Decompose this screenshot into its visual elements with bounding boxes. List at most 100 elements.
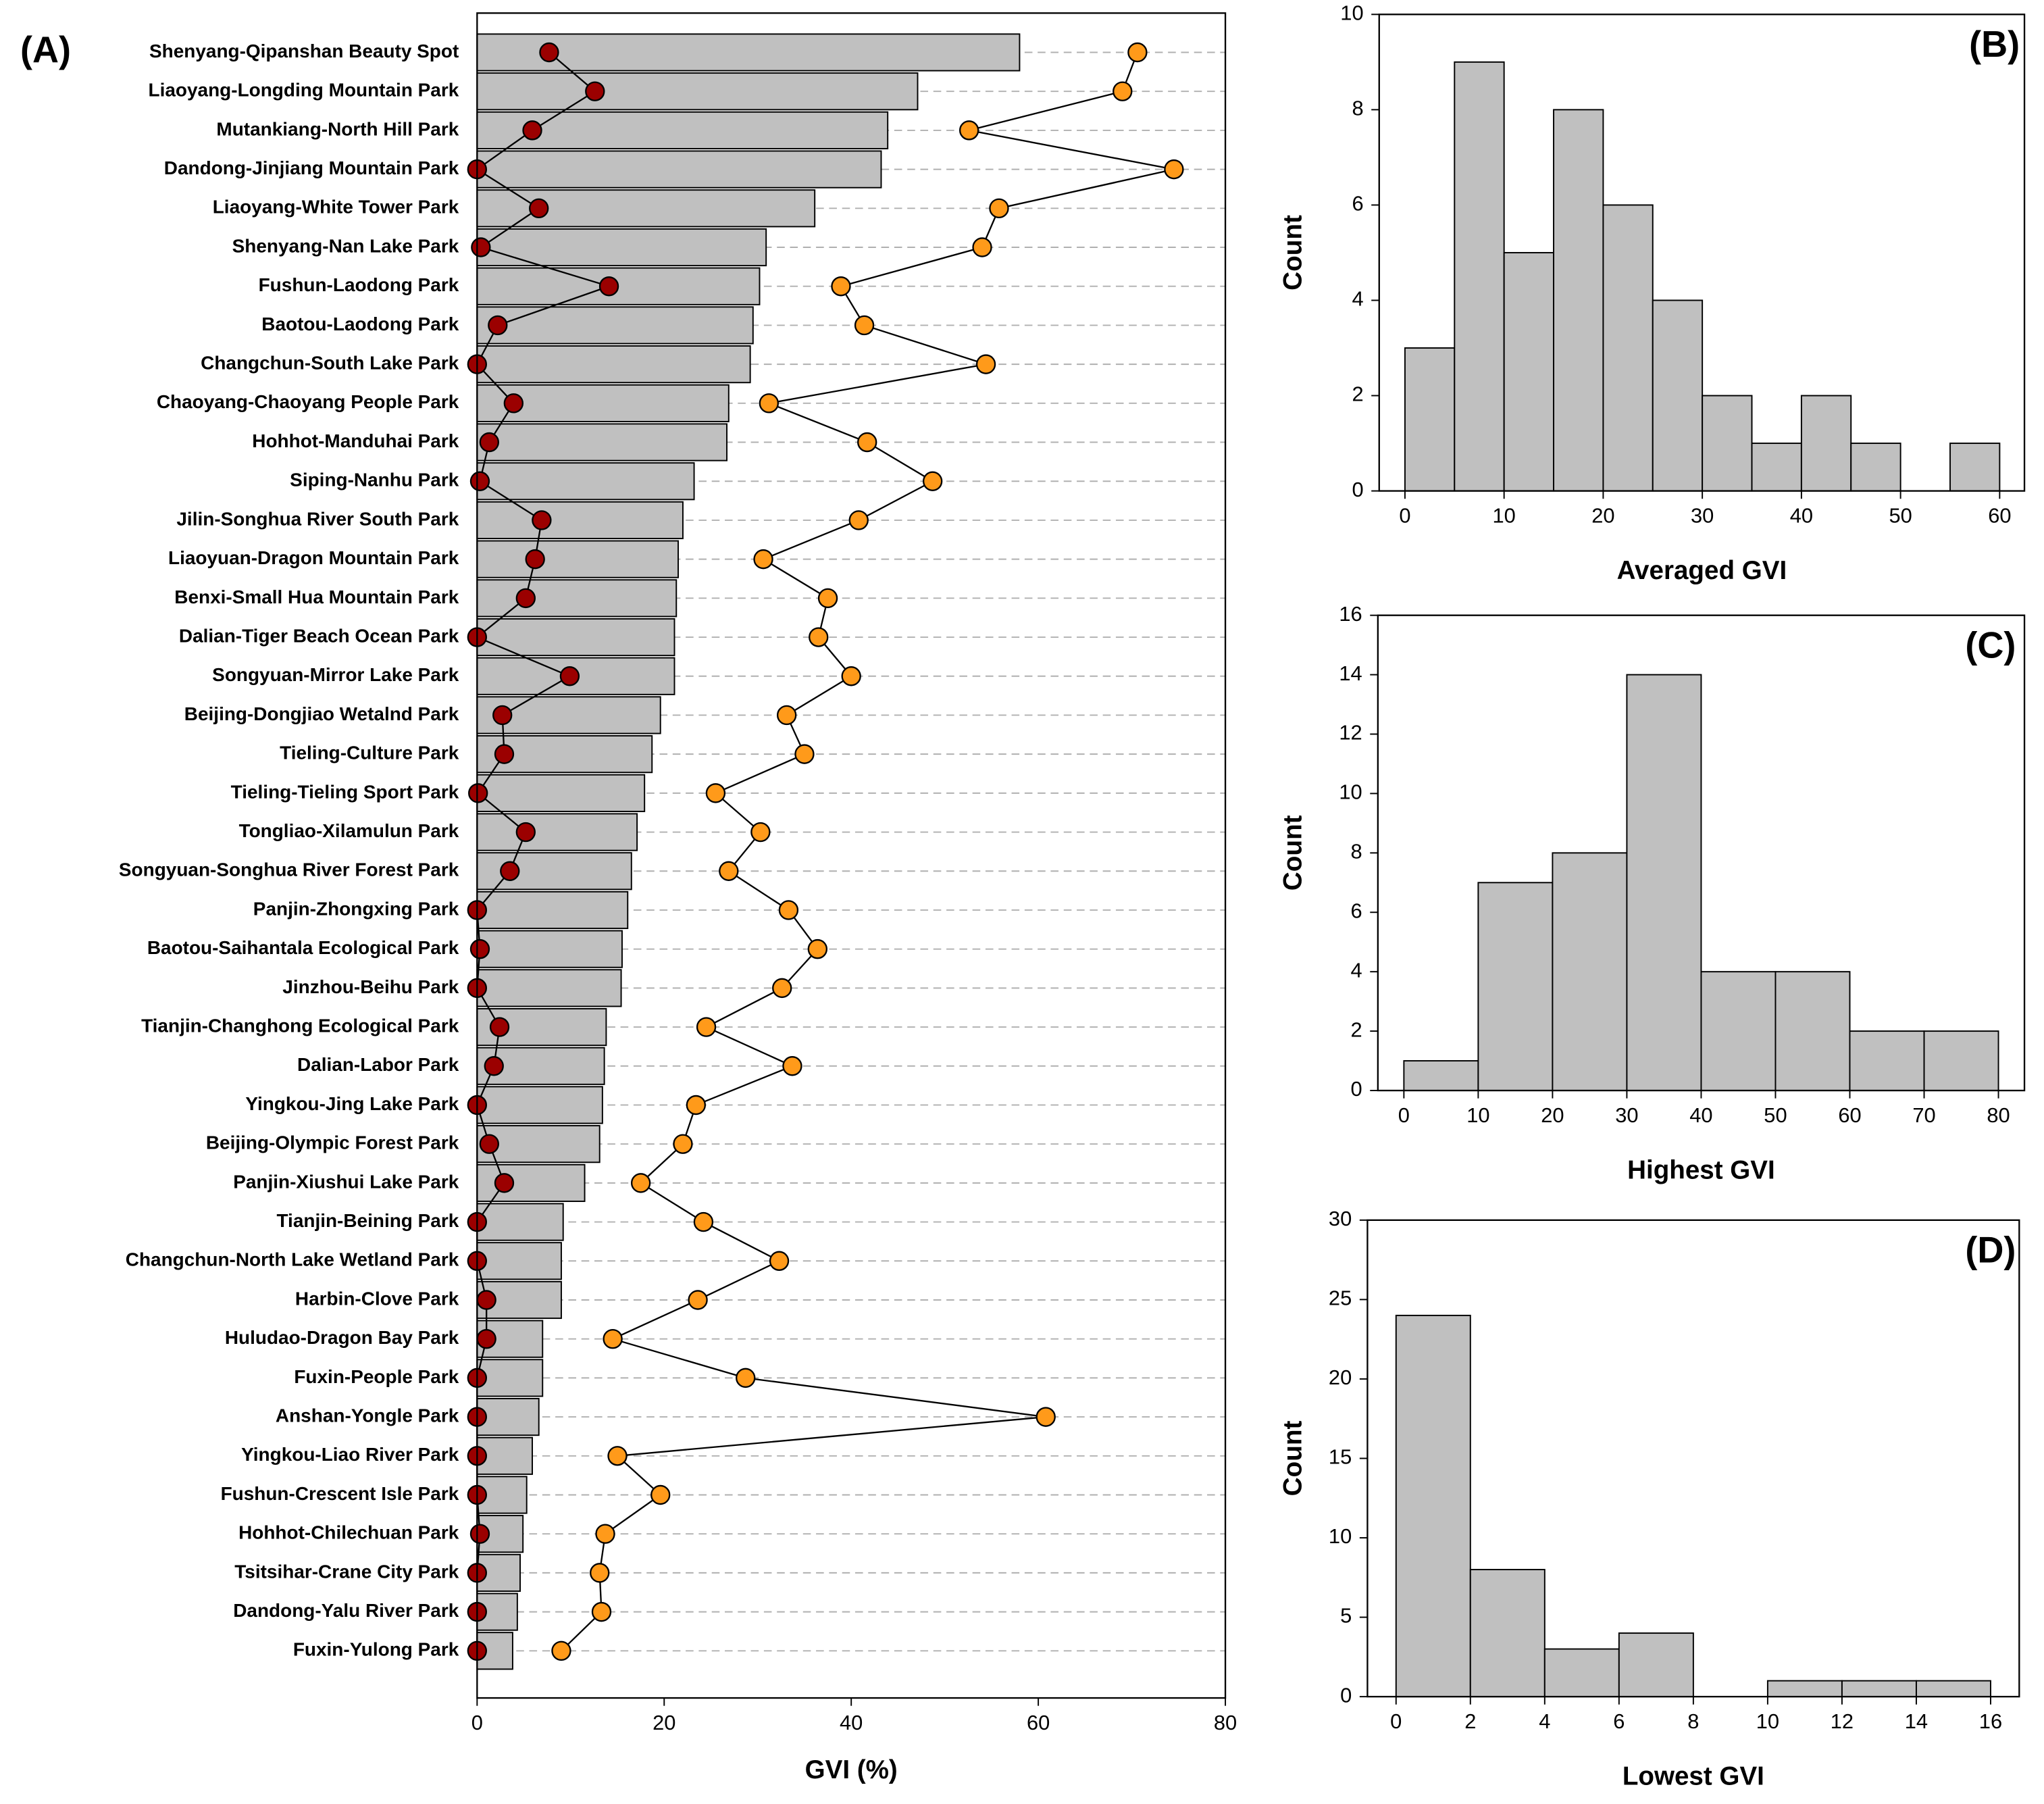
y-tick-label: 16 (1339, 602, 1362, 626)
category-label: Fushun-Crescent Isle Park (221, 1483, 459, 1504)
x-tick-label: 10 (1756, 1709, 1779, 1733)
x-tick-label: 10 (1466, 1103, 1489, 1127)
y-tick-label: 10 (1339, 780, 1362, 804)
histogram-bar (1949, 443, 2001, 492)
point (1127, 42, 1148, 63)
category-label: Dalian-Labor Park (297, 1054, 459, 1075)
x-tick-label: 80 (1987, 1103, 2010, 1127)
category-label: Liaoyang-Longding Mountain Park (149, 80, 459, 101)
bar (476, 462, 695, 501)
point (750, 822, 771, 843)
histogram-bar (1395, 1314, 1471, 1698)
y-tick-label: 5 (1340, 1604, 1352, 1628)
x-tick-label: 0 (1399, 503, 1410, 527)
category-label: Changchun-South Lake Park (201, 352, 459, 373)
histogram-bar (1850, 443, 1901, 492)
bar (476, 579, 678, 618)
point (673, 1134, 693, 1154)
point (469, 471, 490, 491)
x-axis-label: Averaged GVI (1617, 556, 1787, 585)
y-tick-label: 30 (1329, 1207, 1352, 1230)
point (603, 1328, 623, 1349)
category-label: Tianjin-Changhong Ecological Park (141, 1015, 459, 1036)
x-tick-label: 20 (653, 1711, 675, 1734)
point (471, 237, 491, 257)
point (500, 861, 520, 881)
category-label: Huludao-Dragon Bay Park (225, 1327, 459, 1348)
category-label: Panjin-Zhongxing Park (253, 898, 459, 919)
bar (476, 72, 919, 111)
point (590, 1563, 610, 1583)
category-label: Panjin-Xiushui Lake Park (233, 1171, 459, 1192)
bar (476, 774, 646, 812)
category-label: Yingkou-Jing Lake Park (245, 1093, 459, 1114)
point (479, 432, 499, 453)
point (753, 549, 773, 570)
category-label: Baotou-Saihantala Ecological Park (147, 937, 459, 958)
y-tick-label: 25 (1329, 1286, 1352, 1310)
point (585, 81, 605, 101)
point (841, 666, 861, 686)
y-tick-label: 0 (1351, 1077, 1362, 1101)
point (598, 276, 619, 297)
panel-label: (C) (1965, 625, 2016, 666)
y-tick-label: 14 (1339, 661, 1362, 685)
point (776, 705, 797, 726)
point (848, 510, 869, 530)
x-tick-label: 14 (1905, 1709, 1928, 1733)
bar (476, 969, 622, 1007)
point (854, 315, 875, 336)
y-tick-label: 8 (1352, 97, 1363, 120)
y-tick-label: 0 (1352, 478, 1363, 501)
point (817, 588, 838, 609)
point (469, 1524, 490, 1544)
point (479, 1134, 499, 1154)
x-tick-label: 10 (1493, 503, 1516, 527)
point (688, 1290, 708, 1310)
histogram-bar (1618, 1632, 1694, 1698)
point (1164, 159, 1184, 180)
point (476, 1328, 496, 1349)
category-label: Beijing-Olympic Forest Park (206, 1132, 459, 1153)
point (772, 978, 792, 999)
bar (476, 306, 754, 345)
point (630, 1173, 651, 1193)
x-axis-label: Lowest GVI (1623, 1761, 1764, 1790)
bar (476, 1359, 544, 1397)
category-label: Baotou-Laodong Park (261, 314, 459, 334)
category-label: Dandong-Yalu River Park (233, 1600, 459, 1621)
x-tick-label: 40 (1689, 1103, 1712, 1127)
category-label: Tongliao-Xilamulun Park (239, 820, 459, 841)
histogram-bar (1404, 347, 1456, 492)
histogram-bar (1915, 1680, 1991, 1698)
category-label: Hohhot-Manduhai Park (252, 430, 459, 451)
panel-label: (D) (1965, 1230, 2016, 1271)
point (807, 938, 828, 959)
category-label: Tieling-Culture Park (280, 743, 459, 763)
point (595, 1524, 615, 1544)
histogram-bar (1553, 109, 1604, 492)
category-label: Jinzhou-Beihu Park (282, 976, 459, 997)
histogram-bar (1841, 1680, 1917, 1698)
histogram-bar (1652, 299, 1704, 492)
histogram-bar (1751, 443, 1802, 492)
point (469, 938, 490, 959)
category-label: Harbin-Clove Park (295, 1288, 459, 1309)
y-tick-label: 2 (1351, 1018, 1362, 1041)
category-label: Tsitsihar-Crane City Park (234, 1561, 459, 1582)
y-tick-label: 6 (1352, 192, 1363, 216)
category-label: Tieling-Tieling Sport Park (231, 781, 459, 802)
bar (476, 891, 629, 930)
category-label: Siping-Nanhu Park (290, 470, 459, 491)
bar (476, 33, 1021, 72)
x-tick-label: 12 (1831, 1709, 1854, 1733)
y-axis-label: Count (1279, 215, 1308, 291)
point (494, 1173, 515, 1193)
point (489, 1017, 510, 1037)
histogram-bar (1602, 204, 1654, 492)
point (778, 900, 799, 920)
category-label: Benxi-Small Hua Mountain Park (174, 586, 459, 607)
y-tick-label: 2 (1352, 382, 1363, 406)
histogram-bar (1702, 395, 1753, 492)
